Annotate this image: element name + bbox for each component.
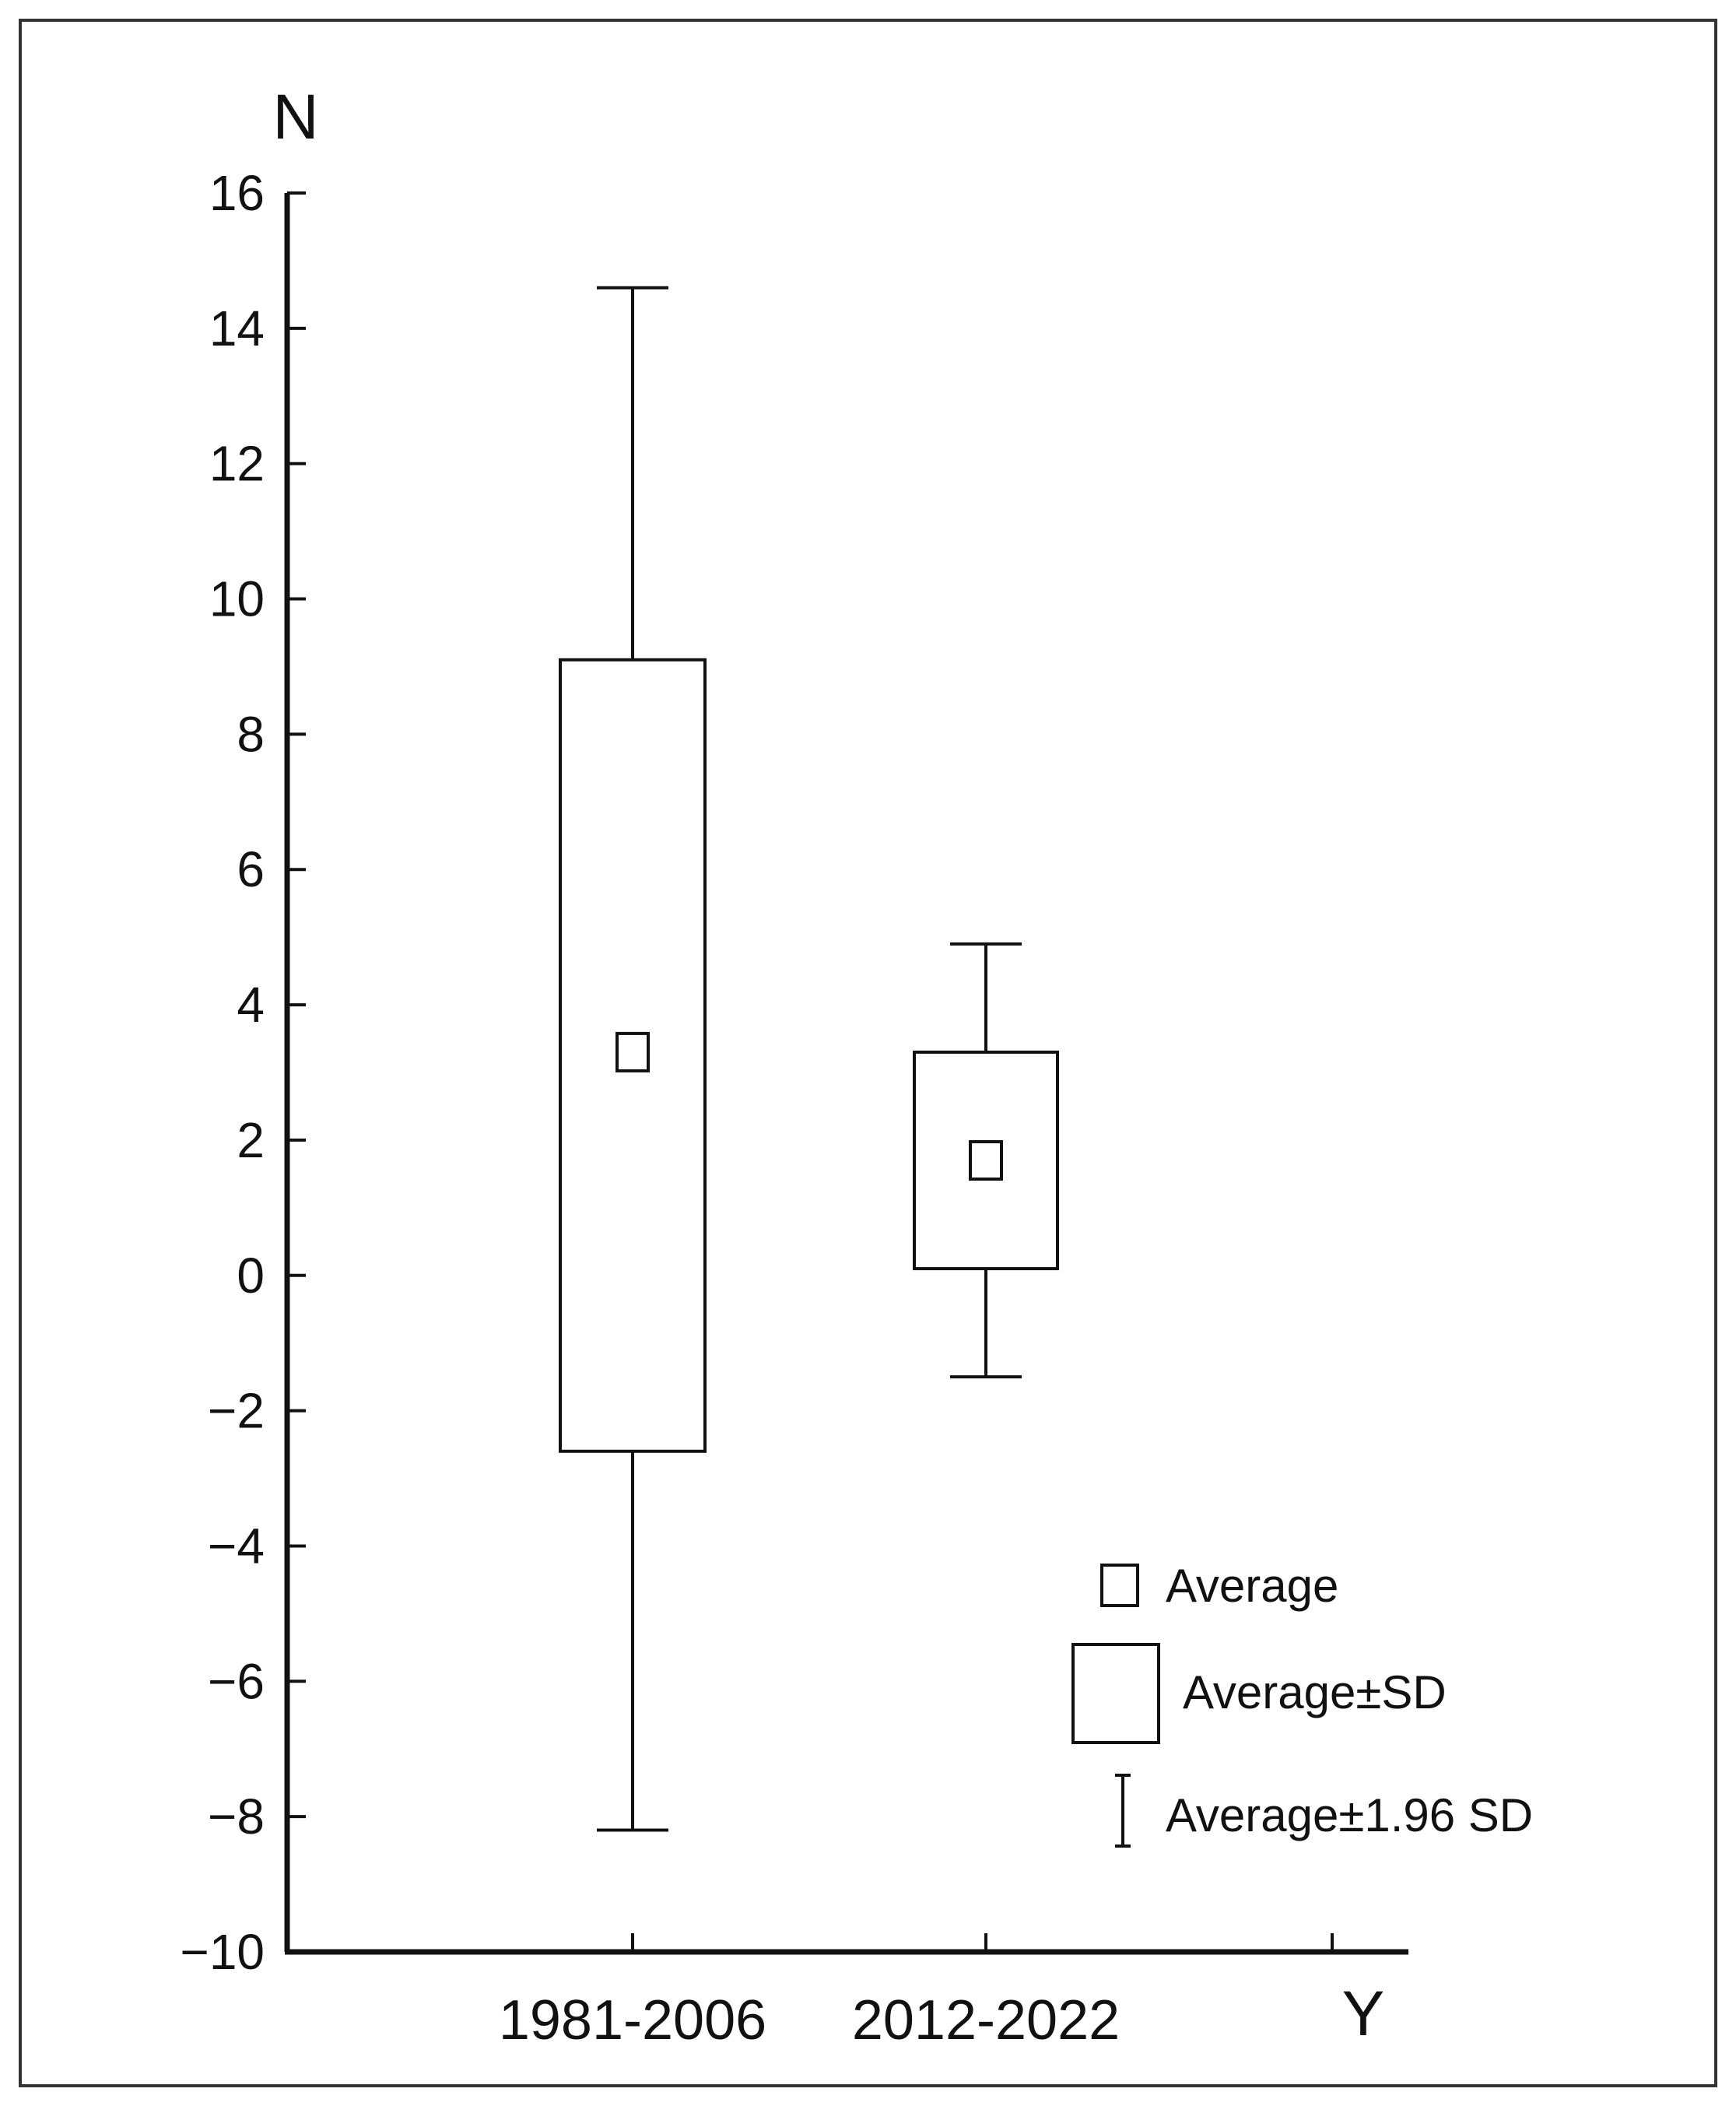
y-tick-label: −4: [208, 1518, 265, 1574]
average-marker: [615, 1031, 650, 1072]
sd-box: [913, 1050, 1059, 1271]
y-tick-label: 16: [209, 165, 265, 221]
x-ticks: 1981-2006 2012-2022: [499, 1933, 1334, 2052]
boxes: [559, 286, 1059, 1832]
y-tick-label: 12: [209, 436, 265, 492]
legend-sd-box-symbol: [1071, 1643, 1160, 1744]
y-tick-label: −8: [208, 1788, 265, 1845]
y-tick-label: 10: [209, 571, 265, 627]
y-tick-label: −2: [208, 1383, 265, 1439]
x-tick-label: 1981-2006: [499, 1989, 766, 2052]
y-tick-label: 0: [237, 1248, 265, 1304]
box-group: [913, 942, 1059, 1379]
x-axis-label: Y: [1342, 1978, 1385, 2049]
legend-average-symbol: [1100, 1564, 1139, 1607]
y-tick-label: 8: [237, 706, 265, 762]
average-marker: [969, 1140, 1003, 1181]
y-axis-label: N: [272, 82, 318, 153]
y-ticks: 16 14 12 10 8 6 4 2 0 −2 −4 −6 −8 −10: [180, 165, 306, 1980]
figure-frame: [19, 19, 1717, 2087]
legend-ci-label: Average±1.96 SD: [1166, 1789, 1533, 1841]
y-tick-label: −10: [180, 1924, 265, 1980]
y-tick-label: 14: [209, 300, 265, 356]
y-tick-label: 4: [237, 977, 265, 1033]
x-tick-label: 2012-2022: [852, 1989, 1120, 2052]
legend-average-label: Average: [1166, 1560, 1338, 1612]
y-tick-label: 6: [237, 841, 265, 897]
y-tick-label: −6: [208, 1653, 265, 1709]
legend: Average Average±SD Average±1.96 SD: [1071, 1560, 1533, 1848]
box-group: [559, 286, 707, 1832]
sd-box: [559, 658, 707, 1453]
legend-sd-label: Average±SD: [1183, 1666, 1447, 1718]
y-tick-label: 2: [237, 1112, 265, 1168]
